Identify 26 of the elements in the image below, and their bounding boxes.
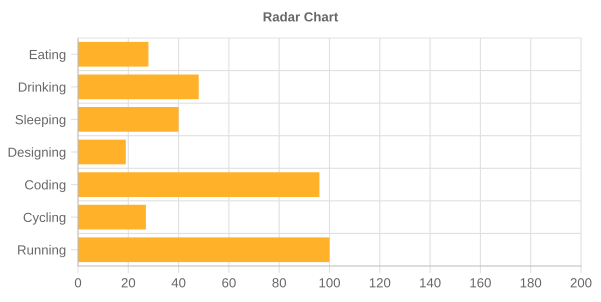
y-tick-label: Sleeping [15, 114, 66, 127]
x-tick-label: 40 [172, 278, 186, 288]
x-tick-label: 140 [420, 278, 441, 288]
bar [78, 107, 179, 132]
bar [78, 140, 126, 164]
y-tick-label: Designing [8, 147, 66, 160]
x-tick-label: 100 [320, 278, 340, 288]
bar [78, 172, 320, 197]
bar [78, 42, 148, 67]
x-tick-label: 60 [222, 278, 236, 288]
bar [78, 237, 330, 262]
y-tick-label: Eating [30, 50, 66, 62]
x-tick-label: 180 [520, 278, 542, 288]
x-tick-label: 20 [122, 278, 136, 288]
y-tick-label: Running [18, 244, 66, 258]
x-tick-label: 160 [470, 278, 491, 288]
y-tick-label: Cycling [24, 212, 66, 225]
x-tick-label: 80 [272, 278, 286, 288]
chart-title: Radar Chart [264, 12, 338, 22]
y-tick-label: Coding [25, 180, 66, 192]
x-tick-label: 0 [74, 278, 82, 288]
x-tick-label: 120 [370, 278, 390, 288]
bar [78, 74, 199, 100]
y-tick-label: Drinking [18, 82, 66, 94]
x-tick-label: 200 [570, 278, 592, 288]
bar [78, 204, 146, 230]
